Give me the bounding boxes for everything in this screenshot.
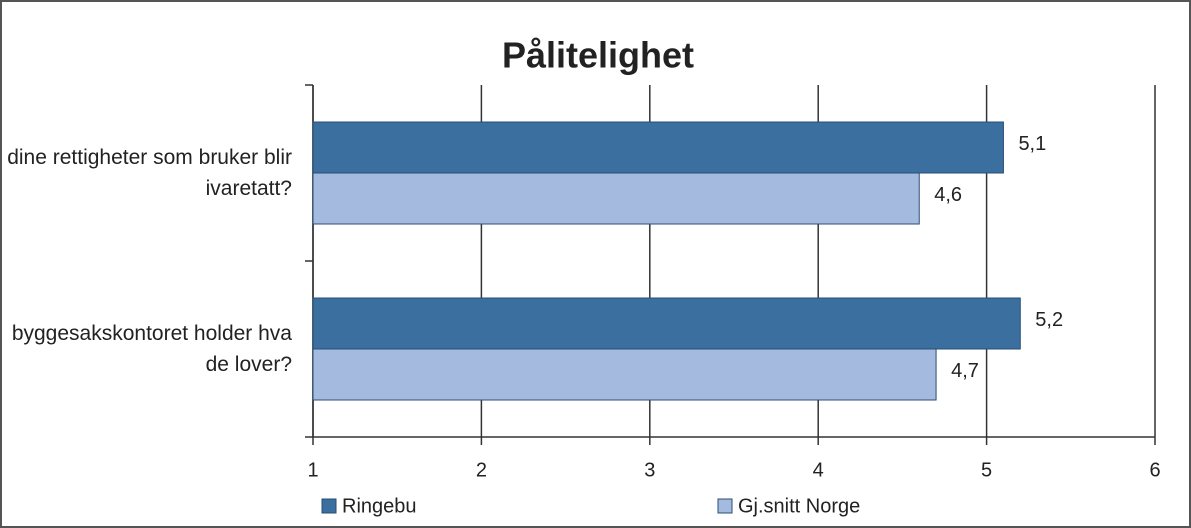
- value-label: 5,2: [1035, 309, 1063, 331]
- x-tick-label: 6: [1149, 459, 1160, 481]
- value-label: 4,7: [951, 360, 979, 382]
- bar: [312, 121, 1004, 174]
- legend-label: Gj.snitt Norge: [738, 495, 860, 517]
- bar: [312, 348, 937, 401]
- x-tick-label: 4: [813, 459, 824, 481]
- legend-label: Ringebu: [342, 495, 417, 517]
- y-tick-label: dine rettigheter som bruker blir ivareta…: [7, 146, 292, 200]
- legend-swatch: [717, 498, 733, 514]
- x-tick-label: 3: [644, 459, 655, 481]
- chart-title: Pålitelighet: [502, 35, 694, 76]
- x-tick-label: 2: [476, 459, 487, 481]
- bar: [312, 172, 920, 225]
- value-label: 5,1: [1018, 133, 1046, 155]
- legend-swatch: [321, 498, 337, 514]
- x-tick-label: 1: [307, 459, 318, 481]
- y-tick-label: byggesakskontoret holder hva de lover?: [11, 322, 292, 376]
- bar: [312, 297, 1021, 350]
- value-label: 4,6: [934, 184, 962, 206]
- x-tick-label: 5: [981, 459, 992, 481]
